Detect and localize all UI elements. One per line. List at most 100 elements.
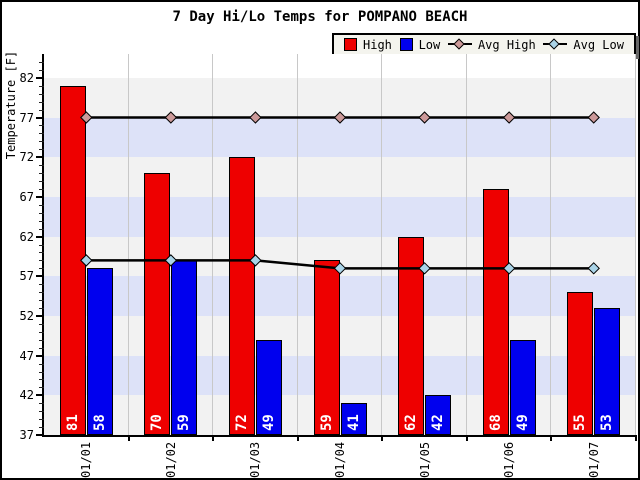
y-tick-major [36, 235, 44, 238]
y-tick-minor [39, 173, 44, 175]
y-tick-major [36, 195, 44, 198]
y-tick-label: 37 [19, 428, 34, 442]
y-tick-minor [39, 411, 44, 413]
legend-item-avg-low: Avg Low [543, 38, 624, 52]
y-tick-major [36, 434, 44, 436]
y-tick-label: 52 [19, 308, 34, 323]
high-bar-value-label-text: 59 [318, 414, 335, 431]
x-tick [127, 435, 130, 441]
low-bar-value-label-text: 49 [260, 414, 277, 431]
x-axis-date-label: 01/07 [587, 438, 601, 478]
x-axis-date-label: 01/06 [502, 438, 516, 478]
background-band [44, 315, 636, 356]
y-tick-minor [39, 387, 44, 389]
y-tick-minor [39, 228, 44, 230]
x-axis-date-label: 01/05 [418, 438, 432, 478]
y-tick-minor [39, 403, 44, 405]
vertical-gridline [381, 54, 383, 435]
legend-line-diamond-swatch [447, 38, 472, 51]
low-bar-value-label: 59 [176, 401, 192, 431]
background-band [44, 196, 636, 237]
x-axis-date-label: 01/02 [164, 438, 178, 478]
vertical-gridline [127, 54, 129, 435]
x-tick [212, 435, 215, 441]
high-bar [59, 85, 86, 435]
high-bar-value-label-text: 55 [572, 414, 589, 431]
y-tick-minor [39, 347, 44, 349]
x-tick [550, 435, 553, 441]
y-axis-title: Temperature [F] [4, 50, 18, 160]
y-tick-minor [39, 188, 44, 190]
legend-box-swatch [399, 38, 413, 51]
vertical-gridline [550, 54, 552, 435]
x-axis-date-text: 01/03 [248, 441, 263, 478]
y-tick-label: 42 [19, 388, 34, 403]
y-tick-minor [39, 109, 44, 111]
low-bar-value-label-text: 41 [345, 414, 362, 431]
low-bar-value-label: 41 [345, 401, 362, 431]
y-tick-minor [39, 419, 44, 421]
y-tick-minor [39, 292, 44, 294]
y-tick-label: 62 [19, 229, 34, 244]
y-tick-major [36, 156, 44, 159]
low-bar [594, 308, 621, 435]
x-axis-date-text: 01/01 [79, 441, 94, 478]
x-axis-date-text: 01/04 [333, 441, 347, 478]
high-bar-value-label: 62 [403, 401, 419, 431]
low-bar-value-label: 58 [91, 401, 108, 431]
x-tick [381, 435, 384, 441]
y-tick-major [36, 314, 44, 317]
low-bar [255, 339, 282, 435]
background-band [44, 117, 636, 158]
low-bar [509, 339, 536, 435]
y-tick-minor [39, 260, 44, 262]
x-axis-date-text: 01/07 [586, 441, 601, 478]
y-tick-major [36, 76, 44, 79]
y-tick-label: 77 [19, 110, 34, 125]
y-tick-minor [39, 101, 44, 103]
low-bar-value-label-text: 58 [91, 414, 108, 431]
y-tick-minor [39, 379, 44, 381]
y-tick-major [36, 116, 44, 119]
legend-item-low: Low [399, 38, 440, 52]
y-tick-minor [39, 371, 44, 373]
legend-item-high: High [344, 38, 392, 52]
legend-box: High Low Avg High Avg Low [332, 33, 636, 56]
high-bar-value-label: 72 [233, 401, 250, 431]
y-tick-minor [39, 300, 44, 302]
high-bar [228, 157, 255, 435]
legend-diamond-icon [548, 38, 561, 50]
high-bar-value-label-text: 81 [64, 414, 81, 431]
y-tick-label: 82 [19, 70, 34, 85]
vertical-gridline [296, 54, 298, 435]
y-tick-minor [39, 69, 44, 71]
y-tick-minor [39, 61, 44, 63]
y-tick-minor [39, 323, 44, 325]
legend-item-label: Avg Low [573, 37, 624, 52]
y-tick-minor [39, 181, 44, 182]
y-tick-minor [39, 125, 44, 127]
y-tick-minor [39, 204, 44, 206]
y-tick-minor [39, 149, 44, 151]
low-bar-value-label: 53 [599, 401, 615, 431]
x-axis-date-label: 01/03 [248, 438, 262, 478]
y-tick-label: 72 [19, 150, 34, 165]
x-tick [635, 435, 637, 441]
background-band [44, 276, 636, 316]
y-tick-major [36, 394, 44, 397]
background-band [44, 236, 636, 277]
y-tick-minor [39, 252, 44, 254]
vertical-gridline [212, 54, 214, 435]
y-tick-minor [39, 93, 44, 95]
y-tick-minor [39, 268, 44, 270]
background-band [44, 395, 636, 435]
x-tick [296, 435, 299, 441]
low-bar [340, 403, 367, 435]
y-tick-minor [39, 284, 44, 286]
y-tick-minor [39, 308, 44, 309]
high-bar-value-label: 70 [149, 401, 165, 431]
high-bar-value-label-text: 72 [233, 414, 250, 431]
high-bar [482, 188, 509, 435]
x-axis-date-text: 01/06 [502, 441, 517, 478]
x-axis-date-label: 01/01 [79, 438, 93, 478]
